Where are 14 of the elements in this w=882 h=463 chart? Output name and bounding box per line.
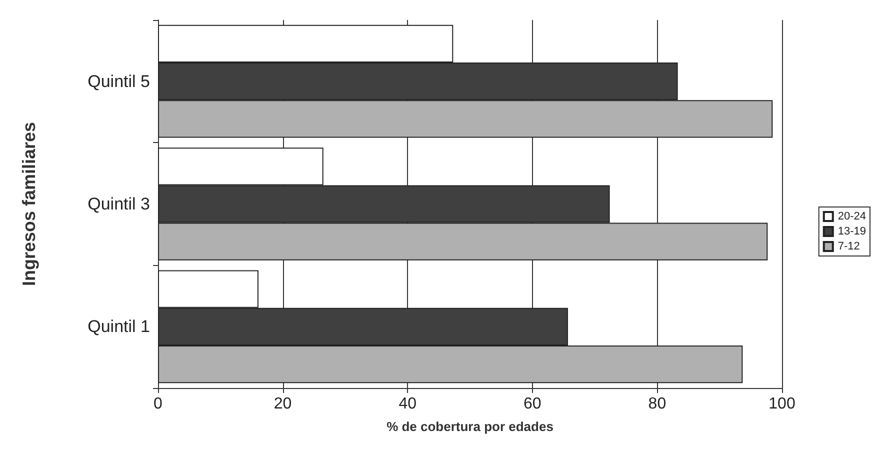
x-tick-label: 80	[648, 396, 666, 412]
x-tick-label: 60	[524, 396, 542, 412]
x-tick-label: 100	[768, 396, 796, 412]
x-tick-label: 20	[274, 396, 292, 412]
y-tick-label: Quintil 5	[88, 72, 150, 91]
x-tick-label: 40	[398, 396, 417, 412]
y-axis-title: Ingresos familiares	[19, 122, 39, 286]
legend-label: 7-12	[838, 240, 860, 252]
legend-label: 13-19	[838, 226, 866, 238]
legend-label: 20-24	[838, 210, 866, 222]
x-axis-title: % de cobertura por edades	[386, 419, 554, 434]
y-tick-label: Quintil 3	[88, 194, 150, 214]
x-tick-label: 0	[154, 396, 163, 412]
y-tick-label: Quintil 1	[88, 317, 150, 336]
